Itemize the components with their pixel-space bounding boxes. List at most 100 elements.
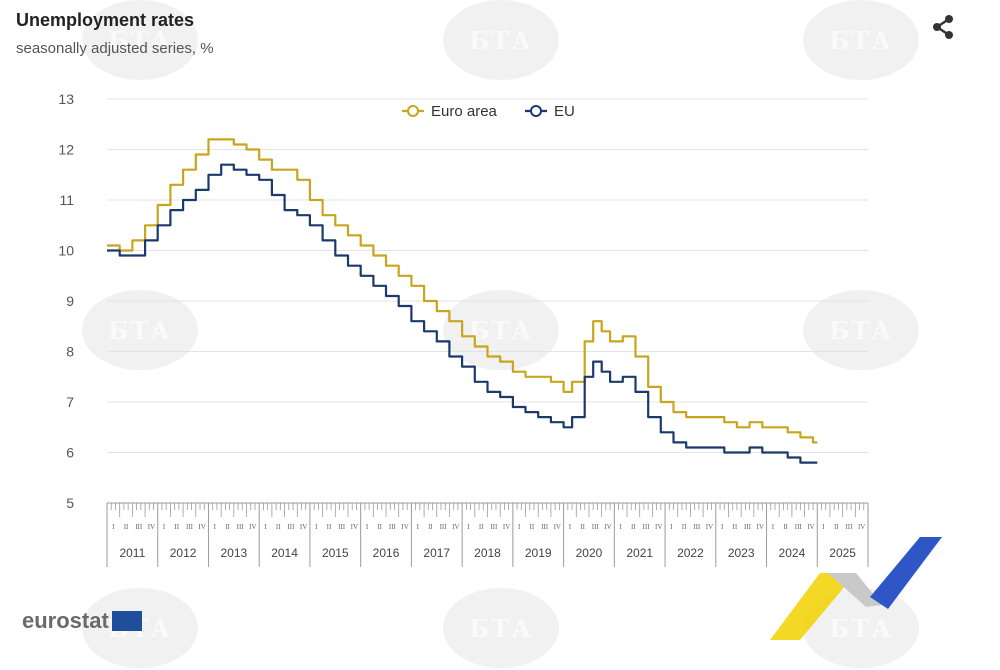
year-label: 2022 (677, 546, 704, 560)
year-label: 2017 (423, 546, 450, 560)
chart-subtitle: seasonally adjusted series, % (16, 40, 214, 57)
quarter-tick-label: II (682, 523, 687, 531)
quarter-tick-label: I (467, 523, 470, 531)
legend-marker (407, 105, 419, 117)
watermark-text: БТА (469, 613, 533, 643)
watermark: БТА (82, 0, 198, 80)
quarter-tick-label: IV (198, 523, 205, 531)
share-icon[interactable] (930, 14, 956, 40)
gridlines (107, 98, 868, 504)
quarter-tick-label: I (569, 523, 572, 531)
bta-logo-ribbon-icon (770, 537, 942, 640)
watermark-text: БТА (829, 25, 893, 55)
watermark: БТА (82, 290, 198, 370)
year-label: 2021 (626, 546, 653, 560)
legend[interactable]: Euro area EU (402, 103, 575, 120)
watermark-text: БТА (469, 25, 533, 55)
year-label: 2014 (271, 546, 298, 560)
quarter-tick-label: I (366, 523, 369, 531)
watermark: БТА (443, 588, 559, 668)
quarter-tick-label: IV (148, 523, 155, 531)
quarter-tick-label: I (163, 523, 166, 531)
quarter-tick-label: I (620, 523, 623, 531)
quarter-tick-label: I (214, 523, 217, 531)
eu-flag-icon (111, 611, 142, 631)
quarter-tick-label: I (721, 523, 724, 531)
quarter-tick-label: I (315, 523, 318, 531)
quarter-tick-label: II (174, 523, 179, 531)
quarter-tick-label: III (541, 523, 549, 531)
y-tick-label: 7 (66, 394, 74, 410)
quarter-tick-label: III (643, 523, 651, 531)
quarter-tick-label: I (112, 523, 115, 531)
quarter-tick-label: III (490, 523, 498, 531)
series-line-eu[interactable] (107, 163, 818, 464)
quarter-tick-label: IV (300, 523, 307, 531)
year-label: 2019 (525, 546, 552, 560)
y-tick-label: 9 (66, 293, 74, 309)
watermark-text: БТА (108, 315, 172, 345)
quarter-tick-label: II (631, 523, 636, 531)
year-label: 2018 (474, 546, 501, 560)
quarter-tick-label: III (440, 523, 448, 531)
quarter-tick-label: IV (452, 523, 459, 531)
legend-label[interactable]: EU (554, 103, 575, 120)
year-label: 2013 (220, 546, 247, 560)
quarter-tick-label: IV (554, 523, 561, 531)
y-tick-label: 8 (66, 344, 74, 360)
quarter-tick-label: IV (807, 523, 814, 531)
year-label: 2023 (728, 546, 755, 560)
quarter-tick-label: II (479, 523, 484, 531)
year-label: 2020 (576, 546, 603, 560)
quarter-tick-label: II (783, 523, 788, 531)
watermark-text: БТА (829, 613, 893, 643)
quarter-tick-label: III (795, 523, 803, 531)
quarter-tick-label: IV (503, 523, 510, 531)
watermark-text: БТА (829, 315, 893, 345)
quarter-tick-label: II (327, 523, 332, 531)
quarter-tick-label: I (518, 523, 521, 531)
year-label: 2024 (779, 546, 806, 560)
quarter-tick-label: I (670, 523, 673, 531)
quarter-tick-label: IV (858, 523, 865, 531)
quarter-tick-label: I (417, 523, 420, 531)
quarter-tick-label: I (822, 523, 825, 531)
quarter-tick-label: III (693, 523, 701, 531)
quarter-tick-label: II (377, 523, 382, 531)
quarter-tick-label: II (580, 523, 585, 531)
y-tick-label: 5 (66, 495, 74, 511)
quarter-tick-label: III (338, 523, 346, 531)
year-label: 2015 (322, 546, 349, 560)
year-label: 2012 (170, 546, 197, 560)
series-line-euro-area[interactable] (107, 138, 818, 444)
watermark-text: БТА (469, 315, 533, 345)
y-tick-label: 10 (58, 243, 74, 259)
series-lines (107, 138, 818, 464)
quarter-tick-label: III (135, 523, 143, 531)
quarter-tick-label: II (276, 523, 281, 531)
quarter-tick-label: II (732, 523, 737, 531)
watermark-text: БТА (108, 25, 172, 55)
year-label: 2011 (119, 546, 145, 560)
legend-label[interactable]: Euro area (431, 103, 498, 120)
quarter-tick-label: III (744, 523, 752, 531)
chart-title: Unemployment rates (16, 10, 195, 30)
legend-marker (530, 105, 542, 117)
quarter-tick-label: II (124, 523, 129, 531)
watermark: БТА (443, 0, 559, 80)
quarter-tick-label: IV (604, 523, 611, 531)
quarter-tick-label: III (287, 523, 295, 531)
quarter-tick-label: III (186, 523, 194, 531)
year-label: 2025 (829, 546, 856, 560)
watermark: БТА (803, 290, 919, 370)
quarter-tick-label: IV (655, 523, 662, 531)
y-axis: 5 6 7 8 9 10 11 12 13 (58, 91, 74, 511)
quarter-tick-label: IV (249, 523, 256, 531)
quarter-tick-label: II (834, 523, 839, 531)
quarter-tick-label: IV (706, 523, 713, 531)
quarter-tick-label: II (225, 523, 230, 531)
quarter-tick-label: IV (351, 523, 358, 531)
y-tick-label: 11 (59, 192, 74, 208)
